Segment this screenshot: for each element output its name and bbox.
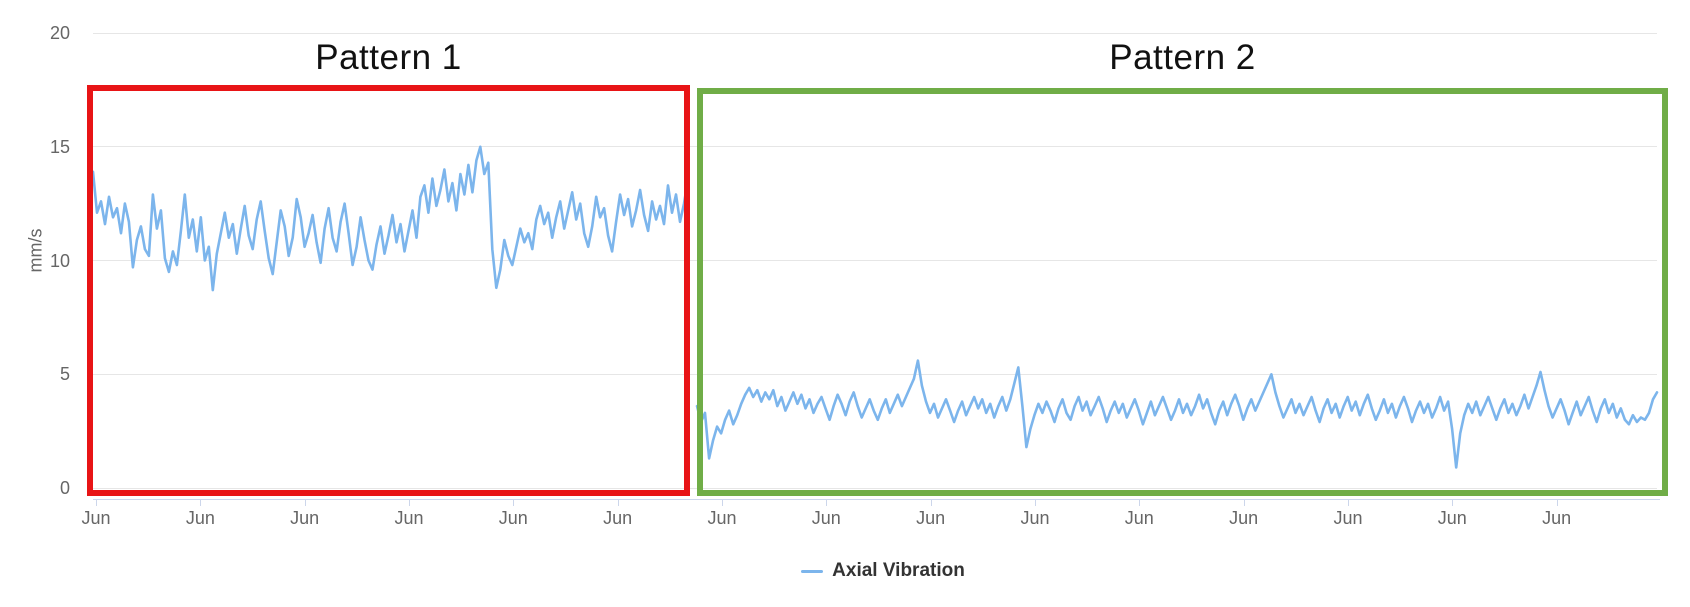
x-tick-13: [1452, 499, 1454, 506]
x-tick-label-9: Jun: [1020, 508, 1050, 528]
x-tick-label-7: Jun: [811, 508, 841, 528]
gridline-y-0: [93, 487, 1657, 489]
x-tick-label-6: Jun: [707, 508, 737, 528]
x-tick-label-11: Jun: [1229, 508, 1259, 528]
y-tick-label-0: 0: [59, 478, 70, 498]
y-tick-label-15: 15: [49, 136, 70, 157]
x-tick-12: [1347, 499, 1349, 506]
pattern2-label: Pattern 2: [1109, 38, 1256, 77]
y-tick-label-20: 20: [49, 23, 70, 43]
x-tick-label-14: Jun: [1542, 508, 1572, 528]
legend-series-label: Axial Vibration: [832, 560, 965, 581]
x-tick-label-8: Jun: [916, 508, 946, 528]
gridline-y-10: [93, 260, 1657, 261]
pattern1-label: Pattern 1: [315, 38, 462, 77]
x-tick-2: [304, 499, 306, 506]
gridline-y-15: [93, 146, 1657, 148]
x-tick-0: [96, 499, 97, 506]
x-tick-6: [721, 499, 723, 506]
x-tick-label-5: Jun: [603, 508, 633, 528]
x-tick-7: [826, 499, 828, 506]
x-tick-1: [200, 499, 202, 506]
legend-line-marker: [801, 569, 824, 573]
x-tick-5: [617, 499, 619, 506]
x-tick-label-10: Jun: [1124, 508, 1154, 528]
x-tick-label-0: Jun: [81, 508, 111, 528]
x-tick-label-13: Jun: [1437, 508, 1467, 528]
x-axis-line: [93, 499, 1660, 500]
legend-item-axial-vibration[interactable]: Axial Vibration: [93, 556, 1673, 586]
x-tick-label-1: Jun: [185, 508, 215, 528]
y-tick-label-10: 10: [49, 250, 70, 271]
y-tick-label-5: 5: [59, 364, 70, 385]
x-tick-14: [1556, 499, 1558, 506]
x-tick-4: [513, 499, 515, 506]
x-tick-label-2: Jun: [290, 508, 320, 528]
x-tick-8: [930, 499, 932, 506]
x-tick-9: [1034, 499, 1036, 506]
x-tick-label-3: Jun: [394, 508, 424, 528]
x-tick-label-12: Jun: [1333, 508, 1363, 528]
x-tick-3: [408, 499, 410, 506]
pattern1-annotation-box: [87, 85, 690, 496]
x-tick-11: [1243, 499, 1245, 506]
x-tick-10: [1139, 499, 1141, 506]
pattern2-annotation-box: [697, 88, 1668, 496]
gridline-y-20: [93, 32, 1657, 34]
x-tick-label-4: Jun: [498, 508, 528, 528]
